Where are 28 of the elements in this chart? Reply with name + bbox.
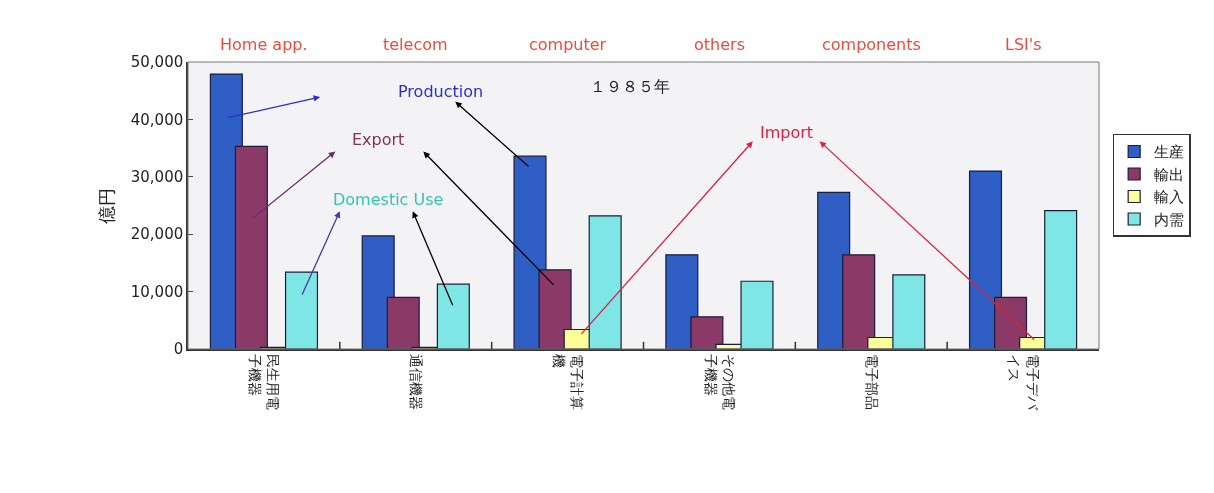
x-tick-label: 通信機器 (408, 353, 425, 410)
y-axis-title: 億円 (96, 187, 118, 224)
y-tick-label: 40,000 (130, 110, 184, 129)
legend-label: 輸入 (1154, 188, 1185, 207)
text: telecom (383, 35, 448, 54)
x-tick-label: その他電子機器 (702, 353, 737, 410)
y-tick-label: 30,000 (130, 168, 184, 187)
legend-label: 輸出 (1154, 165, 1185, 184)
y-tick-label: 50,000 (130, 53, 184, 72)
text: others (694, 35, 745, 54)
text: Home app. (220, 35, 308, 54)
annotation: Production (398, 82, 484, 101)
annotation: Export (352, 130, 405, 149)
text: computer (529, 35, 607, 54)
y-tick-label: 10,000 (130, 282, 184, 301)
annotation: Domestic Use (333, 190, 444, 209)
y-tick-label: 20,000 (130, 225, 184, 244)
x-tick-label: 電子デバイス (1006, 353, 1041, 411)
x-tick-label: 民生用電子機器 (247, 353, 282, 410)
text: components (822, 35, 921, 54)
annotation: Import (760, 123, 814, 142)
legend-label: 生産 (1154, 143, 1185, 162)
legend-label: 内需 (1154, 210, 1185, 229)
text: LSI's (1005, 35, 1042, 54)
text: １９８５年 (590, 77, 670, 96)
x-tick-label: 電子部品 (863, 353, 880, 410)
y-tick-label: 0 (173, 340, 184, 359)
x-tick-label: 電子計算機 (550, 353, 586, 410)
